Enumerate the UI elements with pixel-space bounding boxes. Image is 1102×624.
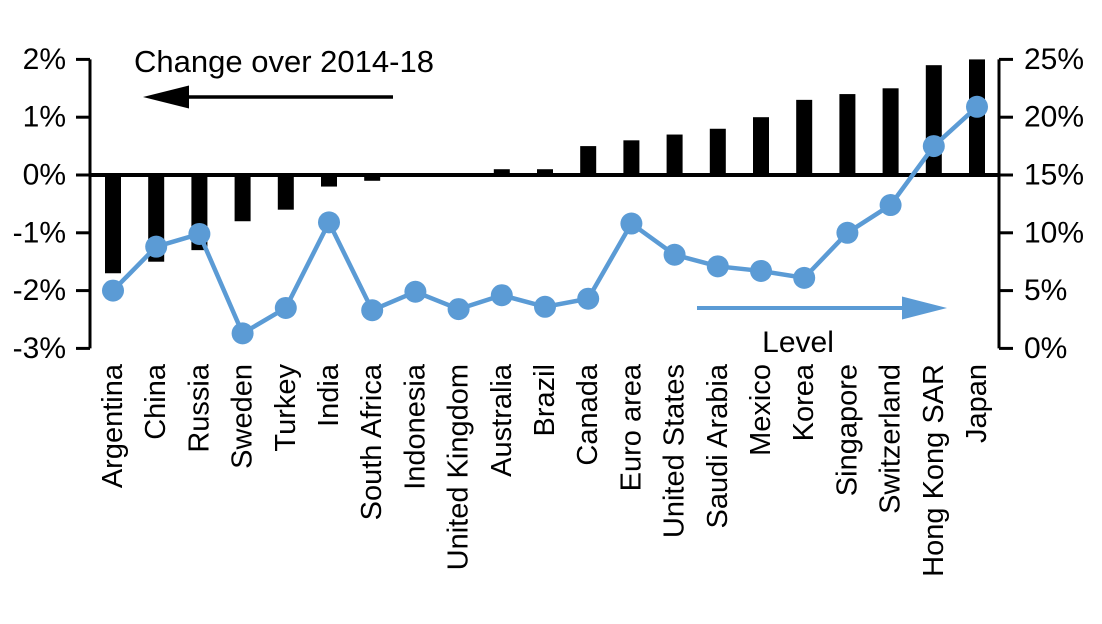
- marker-argentina: [102, 279, 124, 302]
- bar-switzerland: [882, 88, 899, 175]
- bar-india: [321, 175, 337, 187]
- right-axis-tick-label: 20%: [1024, 101, 1084, 134]
- category-label-mexico: Mexico: [745, 364, 777, 456]
- marker-brazil: [534, 295, 556, 318]
- marker-euro-area: [620, 212, 643, 235]
- bar-saudi-arabia: [709, 128, 726, 175]
- category-label-japan: Japan: [961, 364, 993, 443]
- marker-turkey: [274, 296, 297, 319]
- bar-hong-kong-sar: [925, 65, 942, 175]
- category-label-sweden: Sweden: [227, 364, 259, 469]
- marker-united-states: [663, 243, 686, 266]
- marker-japan: [966, 95, 988, 118]
- right-axis: 25% 20% 15% 10% 5% 0%: [997, 43, 1084, 365]
- right-axis-tick-label: 15%: [1024, 159, 1084, 192]
- right-axis-tick-label: 10%: [1024, 216, 1084, 249]
- left-axis-tick-label: 0%: [23, 159, 66, 192]
- left-axis: 2% 1% 0% -1% -2% -3%: [13, 43, 92, 365]
- category-axis-labels: Argentina China Russia Sweden Turkey India Sou…: [97, 363, 993, 577]
- category-label-turkey: Turkey: [270, 364, 302, 452]
- bar-united-states: [666, 134, 683, 175]
- marker-indonesia: [404, 280, 427, 303]
- category-label-hong-kong-sar: Hong Kong SAR: [918, 364, 950, 577]
- marker-russia: [188, 222, 211, 245]
- category-label-russia: Russia: [183, 363, 215, 453]
- line-series-annotation-label: Level: [762, 326, 834, 359]
- marker-korea: [793, 266, 816, 289]
- left-axis-tick-label: -1%: [13, 216, 66, 249]
- left-arrow: [143, 85, 393, 109]
- marker-india: [318, 211, 340, 234]
- left-axis-tick-label: -2%: [13, 274, 66, 307]
- left-axis-tick-label: 2%: [23, 43, 66, 76]
- category-label-china: China: [140, 363, 172, 440]
- category-label-argentina: Argentina: [97, 363, 129, 488]
- left-axis-tick-label: -3%: [13, 332, 66, 365]
- category-label-south-africa: South Africa: [356, 363, 388, 520]
- category-label-indonesia: Indonesia: [399, 363, 431, 490]
- left-arrow-head-icon: [143, 85, 189, 109]
- bar-argentina: [105, 175, 121, 274]
- bar-series-annotation-label: Change over 2014-18: [134, 44, 434, 79]
- marker-canada: [577, 287, 600, 310]
- category-label-united-kingdom: United Kingdom: [443, 364, 475, 570]
- category-label-australia: Australia: [486, 363, 518, 477]
- category-label-united-states: United States: [659, 364, 691, 538]
- right-axis-tick-label: 0%: [1024, 332, 1067, 365]
- bar-brazil: [537, 169, 553, 175]
- bar-mexico: [753, 117, 769, 175]
- category-label-korea: Korea: [788, 363, 820, 441]
- category-label-saudi-arabia: Saudi Arabia: [702, 363, 734, 528]
- category-label-euro-area: Euro area: [615, 363, 647, 491]
- marker-switzerland: [879, 194, 902, 217]
- line-series: [102, 95, 988, 345]
- bar-euro-area: [623, 140, 640, 175]
- marker-united-kingdom: [447, 298, 470, 321]
- bar-canada: [580, 146, 597, 175]
- marker-saudi-arabia: [706, 255, 729, 278]
- right-arrow-head-icon: [902, 296, 947, 320]
- category-label-switzerland: Switzerland: [875, 364, 907, 514]
- bar-singapore: [839, 94, 856, 175]
- bar-australia: [493, 169, 510, 175]
- left-axis-tick-label: 1%: [23, 101, 66, 134]
- marker-australia: [490, 284, 513, 307]
- marker-singapore: [836, 221, 859, 244]
- marker-south-africa: [361, 299, 384, 322]
- right-arrow: [697, 296, 947, 320]
- category-label-canada: Canada: [572, 363, 604, 465]
- category-label-singapore: Singapore: [831, 364, 863, 496]
- bar-turkey: [277, 175, 294, 210]
- category-label-india: India: [313, 363, 345, 427]
- bar-korea: [796, 99, 813, 175]
- bar-south-africa: [364, 175, 381, 181]
- category-label-brazil: Brazil: [529, 364, 561, 437]
- marker-mexico: [750, 259, 772, 282]
- marker-sweden: [231, 322, 254, 345]
- right-axis-tick-label: 5%: [1024, 274, 1067, 307]
- bar-sweden: [234, 175, 251, 222]
- right-axis-tick-label: 25%: [1024, 43, 1084, 76]
- marker-hong-kong-sar: [922, 135, 945, 158]
- marker-china: [145, 235, 168, 258]
